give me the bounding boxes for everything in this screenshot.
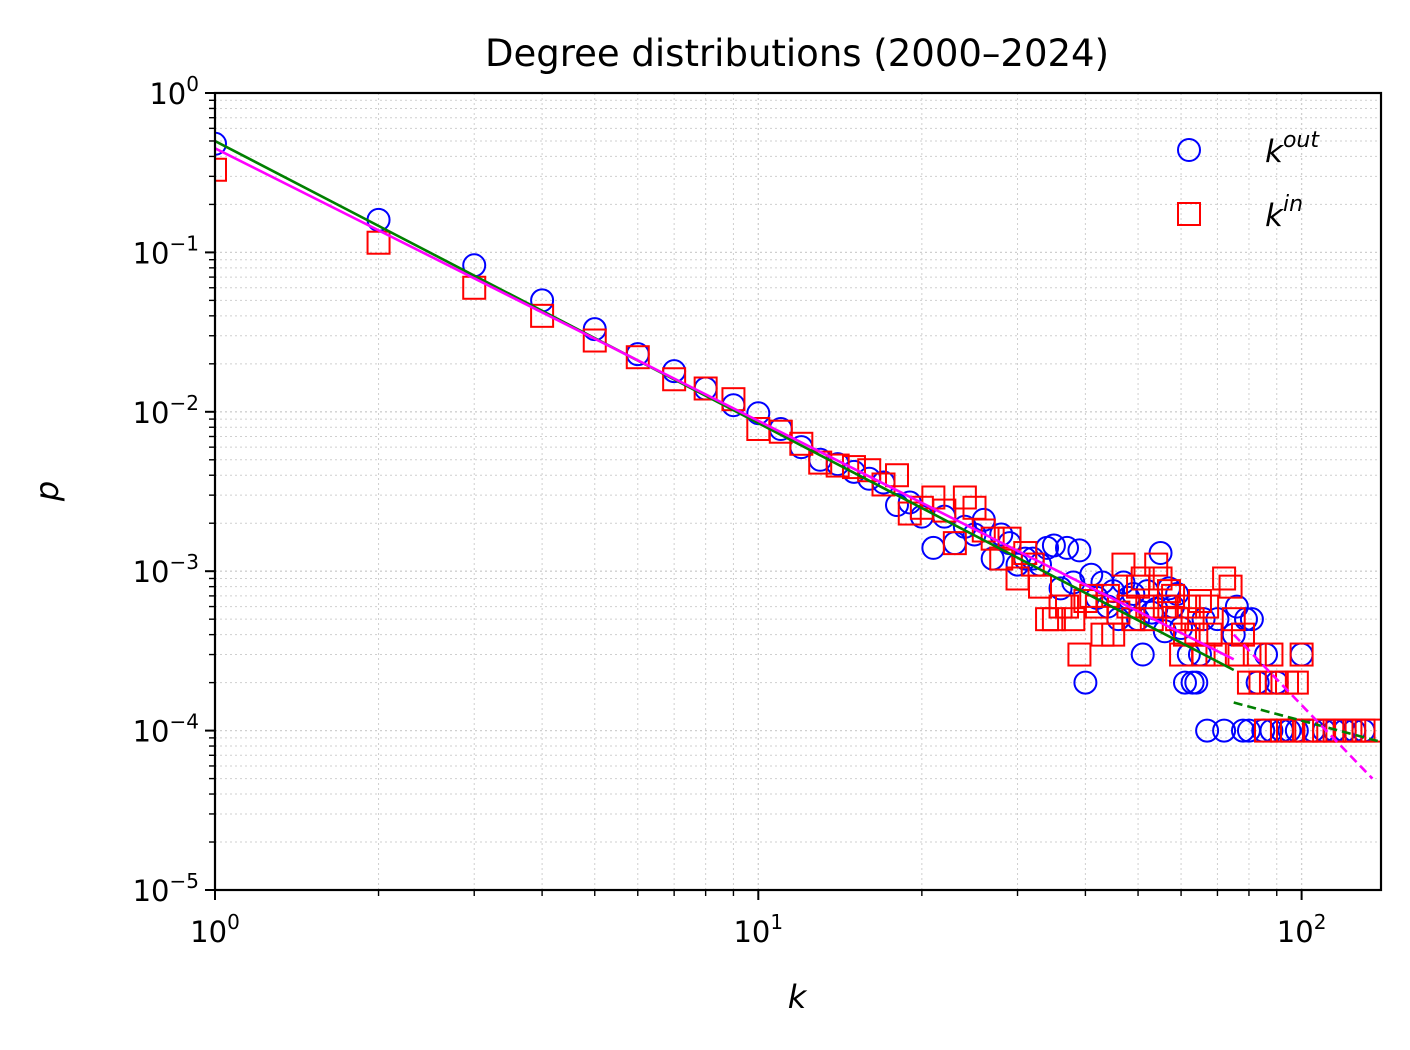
point-out bbox=[1184, 670, 1209, 695]
point-in bbox=[1198, 622, 1223, 647]
point-in bbox=[1055, 594, 1080, 619]
point-in bbox=[1360, 718, 1381, 743]
point-in bbox=[1144, 552, 1169, 577]
y-tick-label: 10−5 bbox=[133, 869, 199, 908]
point-in bbox=[1259, 642, 1284, 667]
point-in bbox=[1061, 607, 1086, 632]
plot-frame bbox=[213, 91, 1383, 892]
point-in bbox=[625, 345, 650, 370]
point-in bbox=[1284, 670, 1309, 695]
legend-marker-in bbox=[1177, 202, 1201, 226]
x-tick-label: 101 bbox=[733, 910, 783, 949]
point-out bbox=[1172, 670, 1197, 695]
point-in bbox=[1180, 607, 1205, 632]
point-in bbox=[1187, 589, 1212, 614]
point-out bbox=[1048, 576, 1073, 601]
point-out bbox=[1041, 533, 1066, 558]
point-in bbox=[1289, 642, 1314, 667]
point-out bbox=[1067, 538, 1092, 563]
point-in bbox=[884, 463, 909, 488]
legend-marker-out bbox=[1177, 138, 1201, 162]
point-in bbox=[1248, 670, 1273, 695]
point-in bbox=[768, 419, 793, 444]
point-in bbox=[997, 526, 1022, 551]
point-out bbox=[1239, 607, 1264, 632]
axis-ticks: 100 101 102 100 10−1 10−2 10−3 10−4 10−5 bbox=[133, 72, 1327, 949]
point-in bbox=[215, 157, 227, 182]
point-in bbox=[1139, 607, 1164, 632]
point-in bbox=[1156, 579, 1181, 604]
y-tick-label: 10−1 bbox=[133, 231, 199, 270]
point-in bbox=[871, 472, 896, 497]
point-in bbox=[1130, 566, 1155, 591]
point-out bbox=[1230, 718, 1255, 743]
point-in bbox=[582, 328, 607, 353]
point-out bbox=[1055, 535, 1080, 560]
point-out bbox=[1195, 718, 1220, 743]
point-in bbox=[1111, 552, 1136, 577]
x-tick-label: 100 bbox=[190, 910, 240, 949]
y-axis-label: p bbox=[28, 481, 66, 502]
point-out bbox=[1224, 594, 1249, 619]
y-tick-label: 10−2 bbox=[133, 391, 199, 430]
fit-lines bbox=[215, 139, 1381, 780]
point-in bbox=[1041, 607, 1066, 632]
point-in bbox=[1028, 574, 1053, 599]
point-out bbox=[1130, 642, 1155, 667]
point-in bbox=[989, 546, 1014, 571]
y-tick-label: 10−3 bbox=[133, 550, 199, 589]
point-out bbox=[215, 131, 227, 156]
point-in bbox=[1218, 574, 1243, 599]
point-in bbox=[662, 367, 687, 392]
point-in bbox=[1067, 642, 1092, 667]
point-in bbox=[1148, 566, 1173, 591]
point-in bbox=[1135, 594, 1160, 619]
fit-line-solid bbox=[215, 139, 1235, 672]
point-in bbox=[942, 531, 967, 556]
plot-background bbox=[215, 93, 1381, 890]
legend-label-out: kout bbox=[1265, 128, 1320, 170]
point-in bbox=[1242, 642, 1267, 667]
legend-label-in: kin bbox=[1265, 192, 1303, 234]
point-in bbox=[1212, 566, 1237, 591]
y-tick-label: 100 bbox=[149, 72, 199, 111]
point-in bbox=[1279, 718, 1304, 743]
point-in bbox=[932, 498, 957, 523]
point-out bbox=[989, 522, 1014, 547]
point-in bbox=[1254, 718, 1279, 743]
x-tick-label: 102 bbox=[1277, 910, 1327, 949]
point-in bbox=[1221, 607, 1246, 632]
point-out bbox=[1073, 670, 1098, 695]
chart-title: Degree distributions (2000–2024) bbox=[485, 32, 1109, 75]
point-out bbox=[1212, 718, 1237, 743]
point-out bbox=[1233, 607, 1258, 632]
point-in bbox=[1195, 594, 1220, 619]
fit-line-dashed bbox=[1232, 633, 1374, 780]
y-tick-label: 10−4 bbox=[133, 710, 199, 749]
point-out bbox=[1121, 581, 1146, 606]
fit-line-solid bbox=[215, 147, 1235, 661]
point-in bbox=[1116, 594, 1141, 619]
x-axis-label: k bbox=[788, 978, 808, 1016]
legend: kout kin bbox=[1177, 128, 1320, 234]
fit-line-dashed bbox=[1233, 701, 1381, 744]
point-in bbox=[789, 431, 814, 456]
